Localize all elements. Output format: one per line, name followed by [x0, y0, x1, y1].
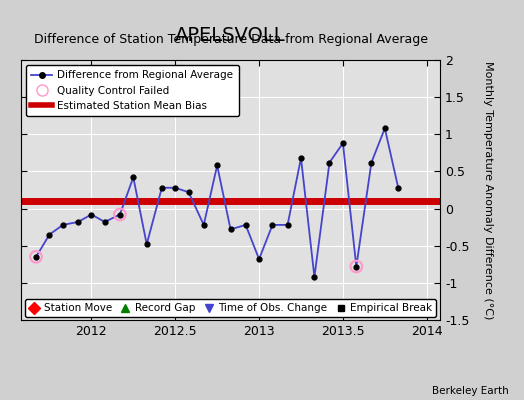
Point	[352, 263, 361, 270]
Text: Difference of Station Temperature Data from Regional Average: Difference of Station Temperature Data f…	[34, 33, 428, 46]
Title: APELSVOLL: APELSVOLL	[175, 26, 286, 44]
Y-axis label: Monthly Temperature Anomaly Difference (°C): Monthly Temperature Anomaly Difference (…	[484, 61, 494, 319]
Legend: Station Move, Record Gap, Time of Obs. Change, Empirical Break: Station Move, Record Gap, Time of Obs. C…	[25, 299, 436, 317]
Point	[32, 254, 40, 260]
Point	[116, 211, 124, 218]
Text: Berkeley Earth: Berkeley Earth	[432, 386, 508, 396]
